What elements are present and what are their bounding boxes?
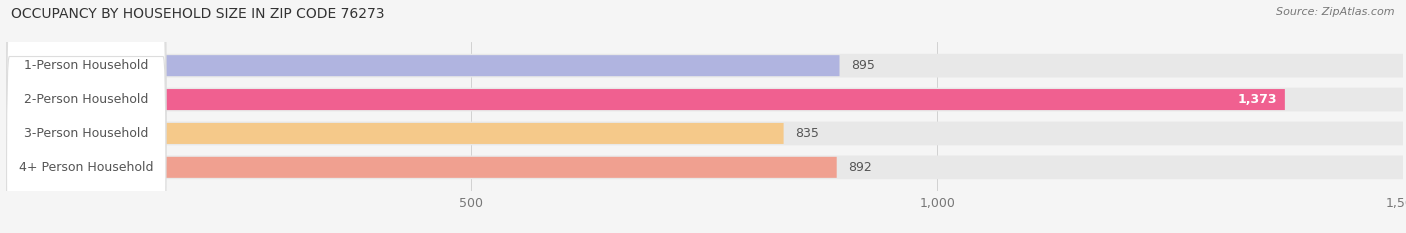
FancyBboxPatch shape — [6, 54, 1403, 78]
FancyBboxPatch shape — [7, 57, 166, 233]
FancyBboxPatch shape — [6, 123, 783, 144]
Text: OCCUPANCY BY HOUSEHOLD SIZE IN ZIP CODE 76273: OCCUPANCY BY HOUSEHOLD SIZE IN ZIP CODE … — [11, 7, 385, 21]
FancyBboxPatch shape — [6, 55, 839, 76]
FancyBboxPatch shape — [6, 157, 837, 178]
FancyBboxPatch shape — [6, 89, 1285, 110]
FancyBboxPatch shape — [6, 122, 1403, 145]
Text: 835: 835 — [794, 127, 818, 140]
FancyBboxPatch shape — [7, 0, 166, 210]
Text: 4+ Person Household: 4+ Person Household — [18, 161, 153, 174]
Text: 892: 892 — [848, 161, 872, 174]
Text: Source: ZipAtlas.com: Source: ZipAtlas.com — [1277, 7, 1395, 17]
Text: 1,373: 1,373 — [1237, 93, 1278, 106]
Text: 2-Person Household: 2-Person Household — [24, 93, 149, 106]
FancyBboxPatch shape — [6, 88, 1403, 111]
Text: 895: 895 — [851, 59, 875, 72]
FancyBboxPatch shape — [6, 155, 1403, 179]
Text: 1-Person Household: 1-Person Household — [24, 59, 149, 72]
FancyBboxPatch shape — [7, 0, 166, 176]
Text: 3-Person Household: 3-Person Household — [24, 127, 149, 140]
FancyBboxPatch shape — [7, 23, 166, 233]
